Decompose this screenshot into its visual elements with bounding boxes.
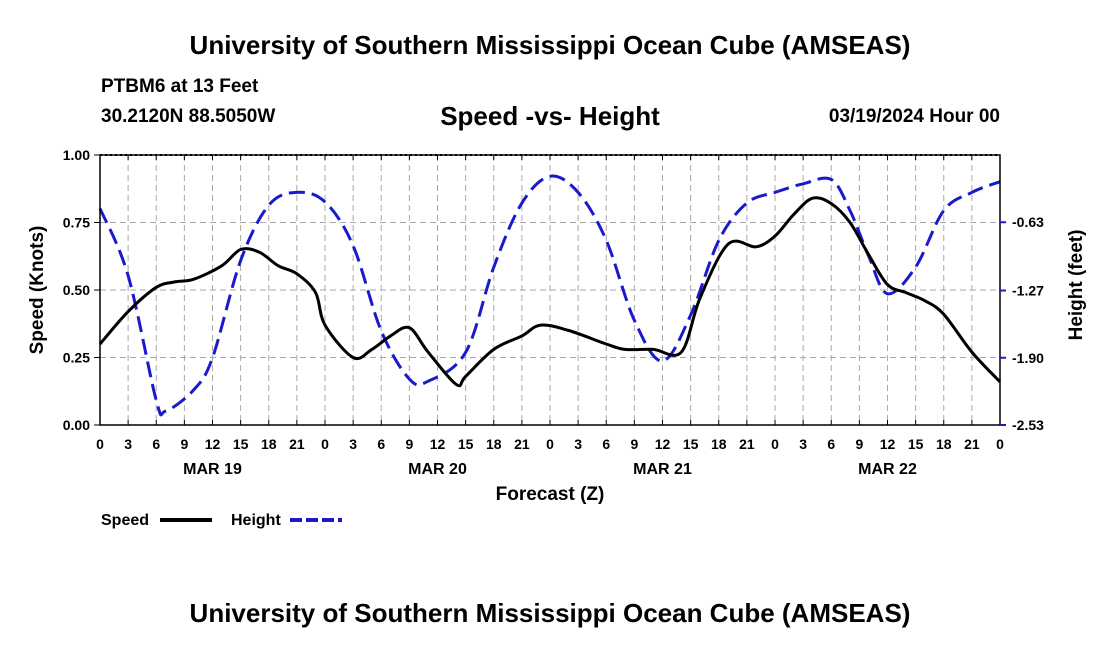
x-tick-label: 21 — [289, 436, 305, 452]
x-axis-label: Forecast (Z) — [496, 484, 605, 505]
x-tick-label: 18 — [711, 436, 727, 452]
y2-tick-label: -2.53 — [1012, 417, 1044, 433]
x-tick-label: 21 — [739, 436, 755, 452]
y2-tick-label: -0.63 — [1012, 214, 1044, 230]
chart-subtitle: Speed -vs- Height — [440, 101, 660, 131]
y-tick-label: 0.50 — [63, 282, 90, 298]
x-tick-label: 3 — [349, 436, 357, 452]
day-label: MAR 21 — [633, 461, 692, 478]
x-tick-label: 3 — [124, 436, 132, 452]
y-tick-label: 1.00 — [63, 147, 90, 163]
legend-speed-label: Speed — [101, 512, 149, 529]
y2-tick-label: -1.27 — [1012, 283, 1044, 299]
x-tick-label: 21 — [514, 436, 530, 452]
x-tick-label: 12 — [655, 436, 671, 452]
x-tick-label: 0 — [321, 436, 329, 452]
day-label: MAR 22 — [858, 461, 917, 478]
x-tick-label: 15 — [908, 436, 924, 452]
x-tick-label: 9 — [630, 436, 638, 452]
x-tick-label: 6 — [377, 436, 385, 452]
x-tick-label: 12 — [430, 436, 446, 452]
x-tick-label: 15 — [683, 436, 699, 452]
x-tick-label: 0 — [546, 436, 554, 452]
legend: Speed Height — [101, 512, 342, 529]
y-axis-label: Speed (Knots) — [27, 226, 48, 355]
series-speed-line — [98, 196, 1002, 388]
x-tick-label: 0 — [96, 436, 104, 452]
x-tick-label: 0 — [996, 436, 1004, 452]
y2-axis-label: Height (feet) — [1066, 230, 1087, 341]
footer-title: University of Southern Mississippi Ocean… — [189, 598, 911, 628]
main-title: University of Southern Mississippi Ocean… — [189, 30, 911, 60]
day-label: MAR 19 — [183, 461, 242, 478]
legend-height-label: Height — [231, 512, 281, 529]
x-tick-label: 12 — [205, 436, 221, 452]
axes: 0 3 6 9 12 15 18 21 0 3 6 9 12 15 18 21 0 3 6 9 12 15 18 21 0 3 6 9… — [63, 147, 1044, 478]
x-tick-label: 15 — [458, 436, 474, 452]
x-tick-label: 6 — [827, 436, 835, 452]
y-tick-label: 0.00 — [63, 417, 90, 433]
x-tick-label: 0 — [771, 436, 779, 452]
station-label: PTBM6 at 13 Feet — [101, 76, 259, 97]
x-tick-label: 21 — [964, 436, 980, 452]
y-tick-label: 0.75 — [63, 215, 90, 231]
x-tick-label: 18 — [936, 436, 952, 452]
series-layer — [98, 174, 1002, 417]
series-height-line — [98, 174, 1001, 417]
station-coordinates: 30.2120N 88.5050W — [101, 106, 276, 127]
x-tick-label: 6 — [152, 436, 160, 452]
grid — [100, 155, 1000, 425]
x-tick-label: 9 — [855, 436, 863, 452]
x-tick-label: 18 — [486, 436, 502, 452]
x-tick-label: 15 — [233, 436, 249, 452]
x-tick-label: 18 — [261, 436, 277, 452]
run-time: 03/19/2024 Hour 00 — [828, 106, 1000, 127]
y-tick-label: 0.25 — [63, 350, 90, 366]
x-tick-label: 3 — [799, 436, 807, 452]
x-tick-label: 9 — [405, 436, 413, 452]
y2-tick-label: -1.90 — [1012, 350, 1044, 366]
x-tick-label: 3 — [574, 436, 582, 452]
x-tick-label: 12 — [880, 436, 896, 452]
x-tick-label: 6 — [602, 436, 610, 452]
x-tick-label: 9 — [180, 436, 188, 452]
day-label: MAR 20 — [408, 461, 467, 478]
